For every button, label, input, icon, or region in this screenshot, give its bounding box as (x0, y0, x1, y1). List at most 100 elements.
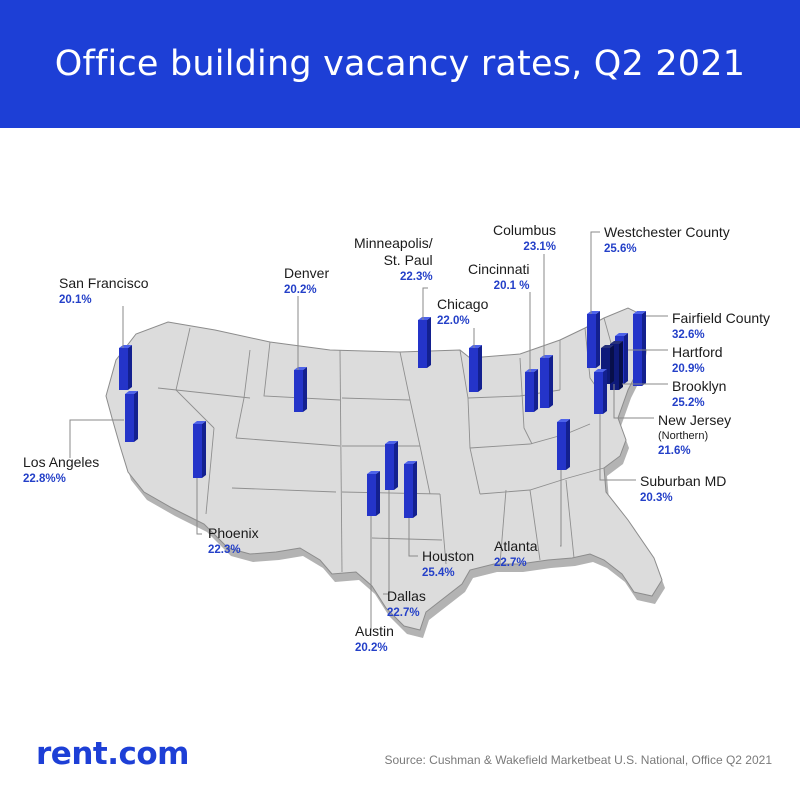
bar-suburban-md-front (594, 372, 603, 414)
title-banner: Office building vacancy rates, Q2 2021 (0, 0, 800, 128)
bar-austin-top (367, 471, 380, 474)
bar-los-angeles-top (125, 391, 138, 394)
bar-phoenix-side (202, 421, 206, 478)
label-phoenix: Phoenix 22.3% (208, 525, 259, 556)
bar-hartford-side (624, 333, 628, 384)
bar-suburban-md-top (594, 369, 607, 372)
bar-minneapolis-front (418, 320, 427, 368)
bar-brooklyn (610, 341, 623, 390)
label-new-jersey: New Jersey (Northern) 21.6% (658, 412, 732, 457)
bar-phoenix (193, 421, 206, 478)
bar-denver-front (294, 370, 303, 412)
bar-brooklyn-front (610, 344, 619, 390)
bar-cincinnati-front (525, 372, 534, 412)
bar-phoenix-front (193, 424, 202, 478)
bar-austin-side (376, 471, 380, 516)
label-columbus: Columbus 23.1% (493, 222, 557, 253)
label-dallas: Dallas 22.7% (387, 588, 426, 619)
leader-los-angeles (69, 419, 124, 458)
bar-dallas-front (385, 444, 394, 490)
label-denver: Denver 20.2% (284, 265, 330, 296)
bar-chicago-front (469, 348, 478, 392)
label-los-angeles: Los Angeles 22.8%% (23, 454, 100, 485)
bar-minneapolis (418, 317, 431, 368)
bar-chicago (469, 345, 482, 392)
leader-lines (69, 231, 668, 630)
bar-cincinnati-top (525, 369, 538, 372)
vacancy-bars (119, 311, 646, 518)
leader-new-jersey (613, 384, 654, 419)
bar-houston-side (413, 461, 417, 518)
label-hartford: Hartford 20.9% (672, 344, 723, 375)
bar-phoenix-top (193, 421, 206, 424)
bar-san-francisco-top (119, 345, 132, 348)
bar-los-angeles-front (125, 394, 134, 442)
bar-minneapolis-top (418, 317, 431, 320)
bar-atlanta (557, 419, 570, 470)
bar-hartford-top (615, 333, 628, 336)
bar-columbus (540, 355, 553, 408)
page-title: Office building vacancy rates, Q2 2021 (54, 44, 746, 84)
bar-westchester-side (596, 311, 600, 368)
label-cincinnati: Cincinnati 20.1 % (468, 261, 530, 292)
bar-fairfield (633, 311, 646, 386)
leader-westchester (590, 231, 600, 314)
bar-dallas-side (394, 441, 398, 490)
label-austin: Austin 20.2% (355, 623, 394, 654)
leader-suburban-md (599, 414, 636, 481)
bar-fairfield-side (642, 311, 646, 386)
bar-san-francisco (119, 345, 132, 390)
label-westchester-county: Westchester County 25.6% (604, 224, 730, 255)
bar-san-francisco-front (119, 348, 128, 390)
label-atlanta: Atlanta 22.7% (494, 538, 538, 569)
bar-denver-side (303, 367, 307, 412)
bar-new-jersey-top (601, 345, 614, 348)
bar-minneapolis-side (427, 317, 431, 368)
bar-westchester-top (587, 311, 600, 314)
bar-suburban-md-side (603, 369, 607, 414)
bar-columbus-side (549, 355, 553, 408)
bar-westchester-front (587, 314, 596, 368)
bar-dallas-top (385, 441, 398, 444)
us-map-area: San Francisco 20.1% Los Angeles 22.8%% D… (0, 128, 800, 748)
bar-austin (367, 471, 380, 516)
rent-com-logo: rent.com (36, 736, 189, 772)
leader-phoenix (196, 478, 202, 535)
map-surface (105, 307, 663, 631)
bar-cincinnati-side (534, 369, 538, 412)
bar-fairfield-top (633, 311, 646, 314)
bar-san-francisco-side (128, 345, 132, 390)
bar-atlanta-side (566, 419, 570, 470)
bar-cincinnati (525, 369, 538, 412)
label-brooklyn: Brooklyn 25.2% (672, 378, 727, 409)
leader-atlanta (560, 470, 562, 547)
bar-denver-top (294, 367, 307, 370)
bar-houston-front (404, 464, 413, 518)
label-houston: Houston 25.4% (422, 548, 475, 579)
bar-new-jersey (601, 345, 614, 384)
bar-los-angeles-side (134, 391, 138, 442)
bar-chicago-side (478, 345, 482, 392)
bar-denver (294, 367, 307, 412)
leader-minneapolis (422, 287, 428, 320)
bar-atlanta-top (557, 419, 570, 422)
bar-new-jersey-front (601, 348, 610, 384)
bar-dallas (385, 441, 398, 490)
bar-columbus-top (540, 355, 553, 358)
bar-new-jersey-side (610, 345, 614, 384)
leader-houston (408, 518, 418, 557)
bar-brooklyn-side (619, 341, 623, 390)
state-lines (157, 317, 619, 573)
bar-austin-front (367, 474, 376, 516)
bar-houston-top (404, 461, 417, 464)
bar-brooklyn-top (610, 341, 623, 344)
bar-los-angeles (125, 391, 138, 442)
bar-chicago-top (469, 345, 482, 348)
bar-columbus-front (540, 358, 549, 408)
bar-atlanta-front (557, 422, 566, 470)
source-note: Source: Cushman & Wakefield Marketbeat U… (384, 753, 772, 767)
leader-dallas (383, 490, 390, 595)
bar-houston (404, 461, 417, 518)
label-minneapolis-st-paul: Minneapolis/ St. Paul 22.3% (354, 235, 433, 283)
label-fairfield-county: Fairfield County 32.6% (672, 310, 771, 341)
